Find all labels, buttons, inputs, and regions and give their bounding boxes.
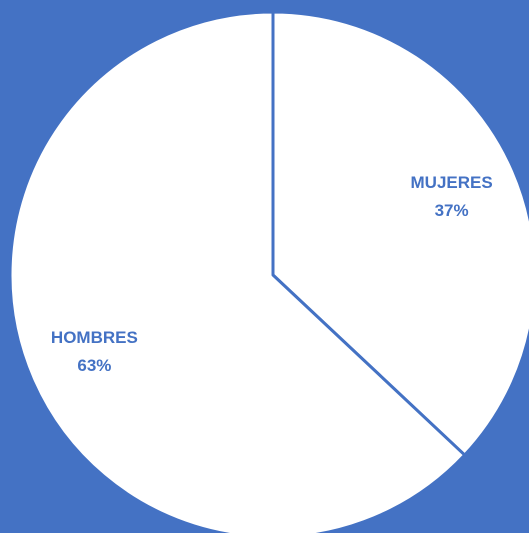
slice-value-label: 63% [77, 356, 111, 375]
pie-slice [271, 10, 529, 457]
pie-slice [8, 10, 467, 533]
slice-value-label: 37% [435, 201, 469, 220]
slice-label: HOMBRES [51, 328, 138, 347]
slice-label: MUJERES [411, 173, 493, 192]
